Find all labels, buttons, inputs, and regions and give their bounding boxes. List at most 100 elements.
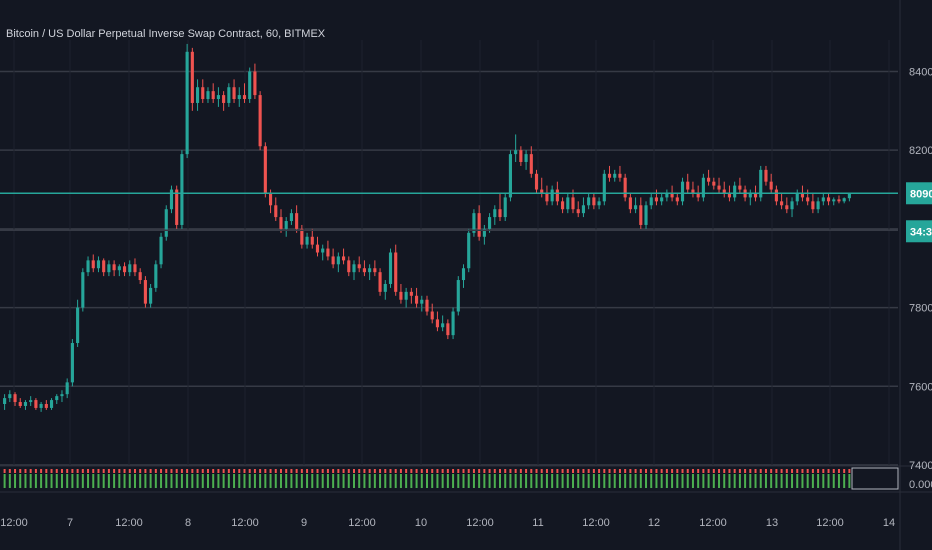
candle-body [759, 169, 763, 198]
candle-body [800, 193, 805, 198]
candle-body [44, 404, 48, 408]
indicator-bar-top [764, 469, 767, 473]
indicator-bar [801, 474, 804, 488]
indicator-bar-top [525, 469, 528, 473]
indicator-bar [97, 474, 100, 488]
candle-body [806, 197, 810, 202]
indicator-bar-top [379, 469, 382, 473]
indicator-bar [248, 474, 251, 488]
indicator-bar [566, 474, 569, 488]
candle-body [206, 91, 210, 100]
indicator-bar [66, 474, 69, 488]
indicator-bar [775, 474, 778, 488]
indicator-bar-top [493, 469, 496, 473]
candle-body [331, 256, 335, 265]
indicator-bar-top [217, 469, 220, 473]
indicator-bar-top [791, 469, 794, 473]
indicator-bar [639, 474, 642, 488]
candle-body [128, 264, 132, 273]
indicator-bar-top [144, 469, 147, 473]
candle-body [634, 205, 638, 210]
indicator-bar-top [123, 469, 126, 473]
candle-body [3, 398, 7, 405]
indicator-bar-top [45, 469, 48, 473]
time-tick-label: 12:00 [699, 517, 727, 529]
indicator-bar-top [118, 469, 121, 473]
candle-body [34, 400, 38, 408]
candle-body [503, 197, 507, 218]
indicator-bar [545, 474, 548, 488]
indicator-bar-top [290, 469, 293, 473]
indicator-bar-top [618, 469, 621, 473]
candle-body [842, 198, 846, 202]
candle-body [383, 283, 387, 292]
indicator-bar-top [587, 469, 590, 473]
candle-body [524, 154, 528, 162]
indicator-bar-top [707, 469, 710, 473]
candle-body [472, 213, 476, 233]
indicator-bar [384, 474, 387, 488]
indicator-bar-top [817, 469, 820, 473]
indicator-bar [149, 474, 152, 488]
indicator-bar-top [133, 469, 136, 473]
indicator-bar-top [50, 469, 53, 473]
indicator-bar-top [452, 469, 455, 473]
indicator-bar [420, 474, 423, 488]
indicator-bar-top [71, 469, 74, 473]
indicator-bar [332, 474, 335, 488]
candle-body [164, 209, 168, 237]
candle-body [592, 197, 596, 206]
indicator-bar [441, 474, 444, 488]
candle-body [352, 264, 356, 273]
indicator-bar-top [274, 469, 277, 473]
indicator-bar-top [394, 469, 397, 473]
candle-body [258, 95, 262, 147]
indicator-bar [796, 474, 799, 488]
candle-body [227, 87, 231, 103]
candle-body [310, 236, 314, 245]
candle-body [399, 291, 403, 300]
candle-body [649, 197, 653, 206]
indicator-bar-top [561, 469, 564, 473]
indicator-bar-top [504, 469, 507, 473]
candle-body [60, 394, 64, 397]
indicator-bar [446, 474, 449, 488]
candle-body [790, 201, 794, 210]
candle-body [195, 87, 200, 103]
candle-body [13, 394, 17, 403]
indicator-bar-top [467, 469, 470, 473]
indicator-bar-top [608, 469, 611, 473]
indicator-bar [363, 474, 366, 488]
price-tick-label: 7400.0 [909, 460, 932, 472]
indicator-bar-top [259, 469, 262, 473]
candles [3, 43, 851, 412]
candle-body [420, 299, 424, 304]
indicator-bar-top [295, 469, 298, 473]
indicator-bar-top [347, 469, 350, 473]
indicator-bar [791, 474, 794, 488]
candle-body [488, 217, 492, 229]
candle-body [279, 217, 283, 229]
indicator-bar [394, 474, 397, 488]
indicator-bar [133, 474, 136, 488]
candle-body [680, 181, 685, 202]
indicator-bar [40, 474, 43, 488]
indicator-bar-top [634, 469, 637, 473]
indicator-bar-top [201, 469, 204, 473]
indicator-bar [457, 474, 460, 488]
time-axis[interactable]: 12:00 7 12:00 8 12:00 9 12:00 10 12:00 11 12:00 12 1… [0, 491, 932, 529]
indicator-bar [691, 474, 694, 488]
indicator-bar [113, 474, 116, 488]
indicator-bar-top [530, 469, 533, 473]
candle-body [561, 201, 565, 210]
indicator-bar-top [222, 469, 225, 473]
candle-body [76, 307, 80, 344]
indicator-bar [467, 474, 470, 488]
time-tick-label: 12:00 [0, 517, 28, 529]
indicator-bar-top [227, 469, 230, 473]
candle-body [628, 197, 632, 210]
indicator-bar [295, 474, 298, 488]
indicator-bar-top [415, 469, 418, 473]
indicator-bar-top [650, 469, 653, 473]
indicator-bar [733, 474, 736, 488]
